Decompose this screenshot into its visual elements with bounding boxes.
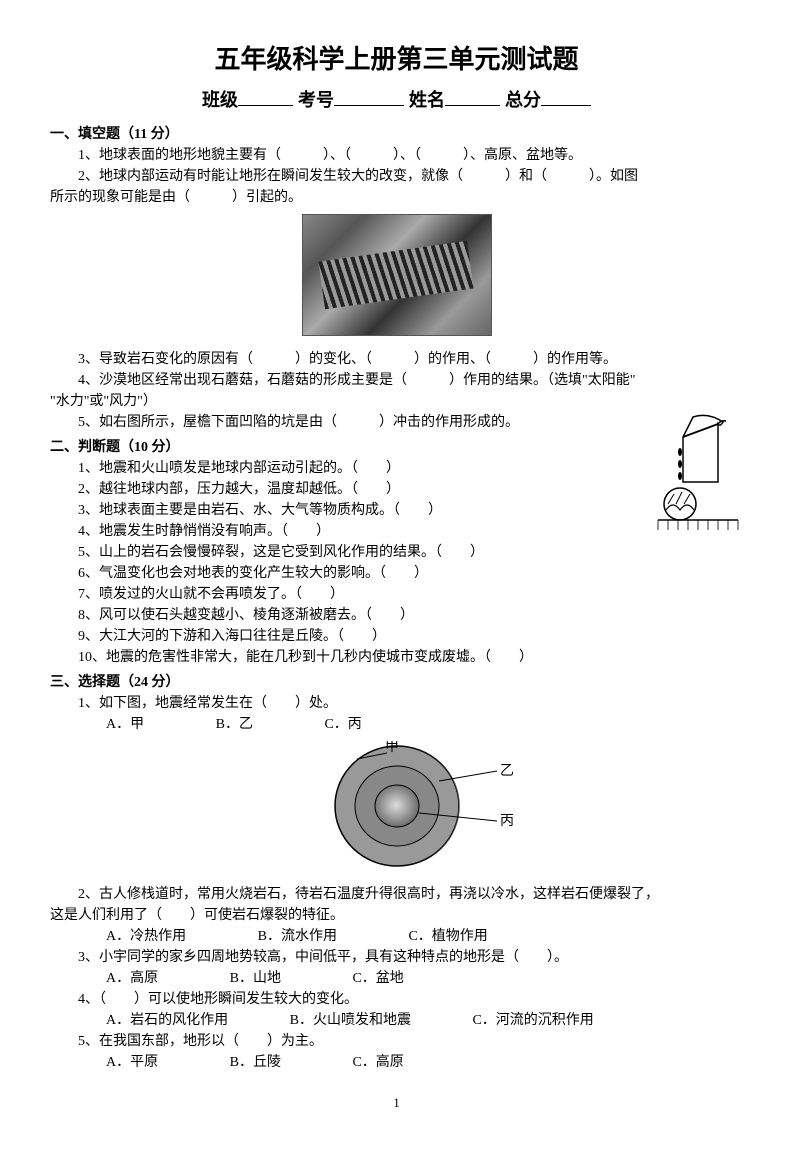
choice-q1: 1、如下图，地震经常发生在（ ）处。 <box>50 693 743 714</box>
fill-q1: 1、地球表面的地形地貌主要有（ ）、（ ）、（ ）、高原、盆地等。 <box>50 145 743 166</box>
choice-q4: 4、（ ）可以使地形瞬间发生较大的变化。 <box>50 989 743 1010</box>
fill-q3: 3、导致岩石变化的原因有（ ）的变化、（ ）的作用、（ ）的作用等。 <box>50 349 743 370</box>
q2-opt-c: C．植物作用 <box>380 926 487 947</box>
q1-opt-c: C．丙 <box>296 714 361 735</box>
fill-q4-line1: 4、沙漠地区经常出现石蘑菇，石蘑菇的形成主要是（ ）作用的结果。（选填"太阳能" <box>50 370 743 391</box>
class-label: 班级 <box>202 90 238 110</box>
page-number: 1 <box>50 1093 743 1113</box>
q1-opt-a: A．甲 <box>78 714 144 735</box>
fill-q2-line2: 所示的现象可能是由（ ）引起的。 <box>50 187 743 208</box>
roof-drop-svg <box>648 412 743 532</box>
examno-label: 考号 <box>298 90 334 110</box>
q3-opt-b: B．山地 <box>202 968 281 989</box>
fill-q2-line1: 2、地球内部运动有时能让地形在瞬间发生较大的改变，就像（ ）和（ ）。如图 <box>50 166 743 187</box>
q2-opt-a: A．冷热作用 <box>78 926 186 947</box>
q1-opt-b: B．乙 <box>188 714 253 735</box>
q4-opt-c: C．河流的沉积作用 <box>444 1010 593 1031</box>
judge-q1: 1、地震和火山喷发是地球内部运动引起的。（ ） <box>50 458 743 479</box>
rails-image <box>302 214 492 336</box>
choice-q4-options: A．岩石的风化作用 B．火山喷发和地震 C．河流的沉积作用 <box>50 1010 743 1031</box>
q5-opt-a: A．平原 <box>78 1052 158 1073</box>
judge-q9: 9、大江大河的下游和入海口往往是丘陵。（ ） <box>50 626 743 647</box>
section1-head: 一、填空题（11 分） <box>50 124 743 145</box>
name-label: 姓名 <box>409 90 445 110</box>
judge-q10: 10、地震的危害性非常大，能在几秒到十几秒内使城市变成废墟。（ ） <box>50 647 743 668</box>
choice-q3: 3、小宇同学的家乡四周地势较高，中间低平，具有这种特点的地形是（ ）。 <box>50 947 743 968</box>
choice-q5-options: A．平原 B．丘陵 C．高原 <box>50 1052 743 1073</box>
fill-q5: 5、如右图所示，屋檐下面凹陷的坑是由（ ）冲击的作用形成的。 <box>50 412 743 433</box>
q4-opt-a: A．岩石的风化作用 <box>78 1010 228 1031</box>
page-title: 五年级科学上册第三单元测试题 <box>50 40 743 79</box>
judge-q2: 2、越往地球内部，压力越大，温度却越低。（ ） <box>50 479 743 500</box>
section3-head: 三、选择题（24 分） <box>50 672 743 693</box>
total-blank[interactable] <box>541 105 591 106</box>
q5-opt-c: C．高原 <box>324 1052 403 1073</box>
judge-q5: 5、山上的岩石会慢慢碎裂，这是它受到风化作用的结果。（ ） <box>50 542 743 563</box>
choice-q3-options: A．高原 B．山地 C．盆地 <box>50 968 743 989</box>
total-label: 总分 <box>505 90 541 110</box>
label-yi: 乙 <box>500 763 514 779</box>
section2-head: 二、判断题（10 分） <box>50 437 743 458</box>
figure-roof-drop <box>648 412 743 532</box>
q2-opt-b: B．流水作用 <box>230 926 337 947</box>
class-blank[interactable] <box>238 105 293 106</box>
choice-q1-options: A．甲 B．乙 C．丙 <box>50 714 743 735</box>
choice-q2-options: A．冷热作用 B．流水作用 C．植物作用 <box>50 926 743 947</box>
choice-q5: 5、在我国东部，地形以（ ）为主。 <box>50 1031 743 1052</box>
label-bing: 丙 <box>500 814 514 829</box>
header-info-row: 班级 考号 姓名 总分 <box>50 87 743 114</box>
judge-q3: 3、地球表面主要是由岩石、水、大气等物质构成。（ ） <box>50 500 743 521</box>
choice-q2-line1: 2、古人修栈道时，常用火烧岩石，待岩石温度升得很高时，再浇以冷水，这样岩石便爆裂… <box>50 884 743 905</box>
examno-blank[interactable] <box>334 105 404 106</box>
figure-earth-layers: 甲 乙 丙 <box>50 741 743 878</box>
judge-q7: 7、喷发过的火山就不会再喷发了。（ ） <box>50 584 743 605</box>
earth-svg: 甲 乙 丙 <box>237 741 557 871</box>
fill-q4-line2: "水力"或"风力"） <box>50 391 743 412</box>
judge-q6: 6、气温变化也会对地表的变化产生较大的影响。（ ） <box>50 563 743 584</box>
name-blank[interactable] <box>445 105 500 106</box>
label-jia: 甲 <box>385 741 399 755</box>
judge-q8: 8、风可以使石头越变越小、棱角逐渐被磨去。（ ） <box>50 605 743 626</box>
q3-opt-a: A．高原 <box>78 968 158 989</box>
q4-opt-b: B．火山喷发和地震 <box>262 1010 411 1031</box>
q5-opt-b: B．丘陵 <box>202 1052 281 1073</box>
judge-q4: 4、地震发生时静悄悄没有响声。（ ） <box>50 521 743 542</box>
figure-rails <box>50 214 743 343</box>
choice-q2-line2: 这是人们利用了（ ）可使岩石爆裂的特征。 <box>50 905 743 926</box>
q3-opt-c: C．盆地 <box>324 968 403 989</box>
